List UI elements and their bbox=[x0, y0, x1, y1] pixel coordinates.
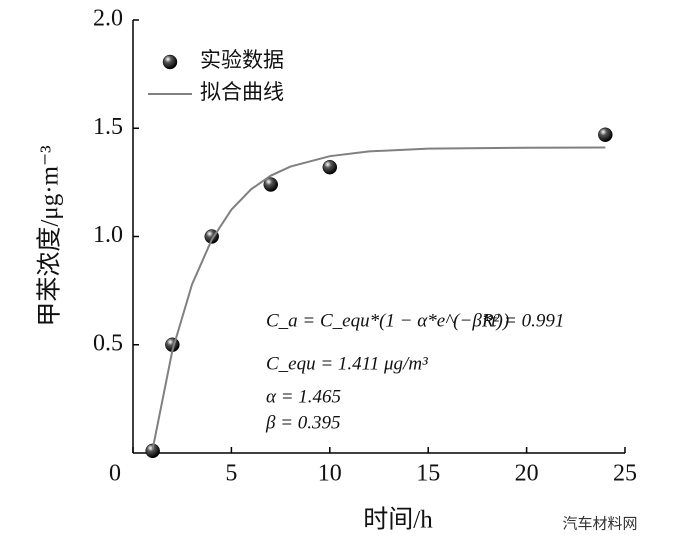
data-point bbox=[263, 177, 279, 192]
x-tick-label: 15 bbox=[416, 461, 440, 487]
legend-label: 拟合曲线 bbox=[200, 80, 284, 104]
annotation: α = 1.465 bbox=[266, 386, 341, 407]
x-tick-label: 5 bbox=[225, 461, 237, 487]
data-point bbox=[598, 127, 613, 142]
watermark: 汽车材料网 bbox=[562, 515, 637, 533]
y-tick-label: 2.0 bbox=[93, 6, 123, 32]
annotation: β = 0.395 bbox=[265, 412, 341, 433]
y-tick-label: 1.5 bbox=[93, 114, 123, 140]
data-point bbox=[145, 443, 160, 459]
legend-label: 实验数据 bbox=[200, 48, 284, 72]
x-tick-label: 0 bbox=[109, 461, 121, 487]
annotation: C_a = C_equ*(1 − α*e^(−β*t)) bbox=[266, 310, 509, 331]
data-point bbox=[322, 159, 338, 175]
fit-line bbox=[151, 146, 606, 450]
y-axis-label: 甲苯浓度/μg·m⁻³ bbox=[36, 145, 64, 327]
annotation: C_equ = 1.411 μg/m³ bbox=[266, 353, 428, 374]
x-axis-label: 时间/h bbox=[363, 506, 433, 534]
x-tick-label: 10 bbox=[318, 461, 342, 487]
y-tick-label: 0.5 bbox=[93, 330, 123, 356]
y-tick-label: 1.0 bbox=[93, 222, 123, 248]
x-tick-label: 20 bbox=[515, 461, 539, 487]
x-tick-label: 25 bbox=[613, 461, 637, 487]
annotation: R² = 0.991 bbox=[481, 310, 564, 331]
legend-marker bbox=[162, 54, 178, 70]
